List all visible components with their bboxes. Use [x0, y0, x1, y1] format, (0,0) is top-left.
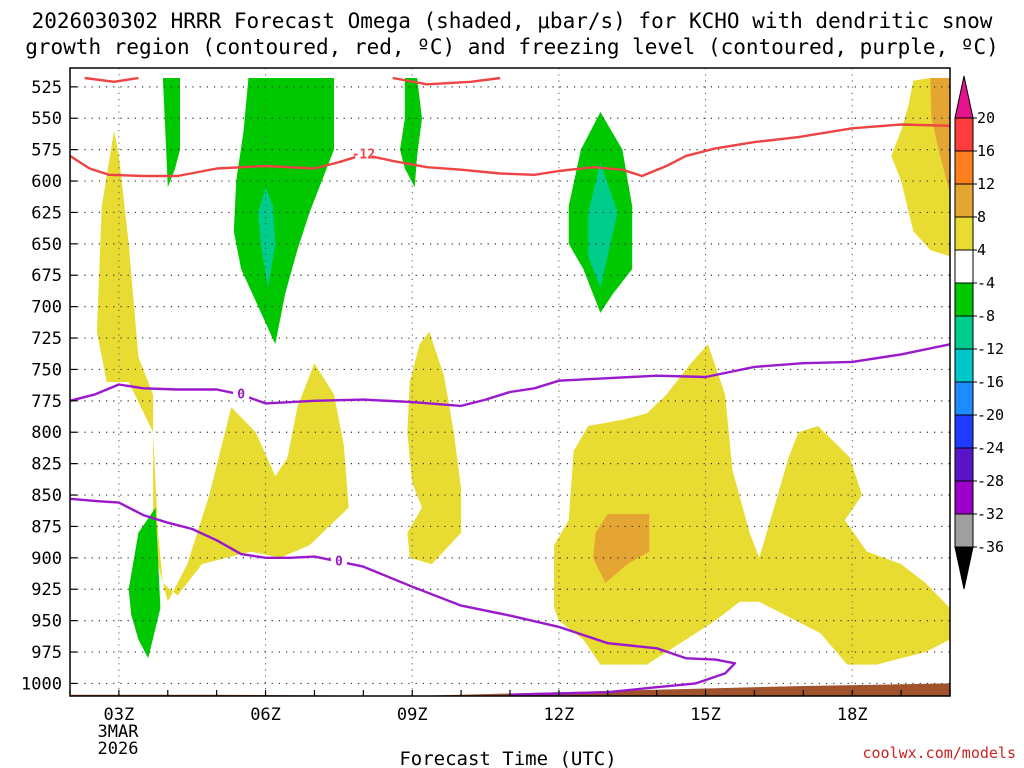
freezing-level-label-lower: 0	[335, 555, 343, 570]
y-tick-label: 700	[31, 298, 62, 318]
y-tick-label: 725	[31, 329, 62, 349]
colorbar-label: 12	[977, 175, 995, 193]
freezing-level-label-upper-bg	[233, 386, 250, 401]
omega-orange-topright	[930, 78, 950, 194]
colorbar-label: 8	[977, 208, 986, 226]
freezing-level-label-lower-bg	[330, 553, 347, 568]
x-axis-title: Forecast Time (UTC)	[399, 748, 616, 768]
colorbar-bin	[954, 282, 974, 317]
colorbar-bin	[954, 117, 974, 152]
date-label-day: 3MAR	[98, 722, 140, 742]
y-tick-label: 750	[31, 360, 62, 380]
y-tick-label: 875	[31, 517, 62, 537]
colorbar-bin	[954, 414, 974, 449]
colorbar-bin	[954, 381, 974, 416]
colorbar-label: -20	[977, 406, 1004, 424]
colorbar-label: 4	[977, 241, 986, 259]
omega-green-06z	[233, 78, 334, 345]
colorbar-label: -4	[977, 274, 995, 292]
colorbar-label: -36	[977, 538, 1004, 556]
credit-text: coolwx.com/models	[862, 744, 1016, 762]
y-tick-label: 950	[31, 612, 62, 632]
y-tick-label: 975	[31, 643, 62, 663]
x-tick-label: 03Z	[104, 705, 135, 725]
colorbar-bin	[954, 315, 974, 350]
dgz-contour-red-1	[84, 76, 139, 84]
y-tick-label: 800	[31, 423, 62, 443]
freezing-level-label-upper: 0	[237, 388, 245, 403]
colorbar-bin	[954, 513, 974, 548]
x-tick-label: 12Z	[544, 705, 575, 725]
colorbar-label: -24	[977, 439, 1004, 457]
omega-yellow-09z	[407, 331, 462, 565]
colorbar: 20 16 12 8 4 -4 -8 -12 -16 -20 -24 -28 -32 -36	[954, 75, 1004, 590]
colorbar-label: -12	[977, 340, 1004, 358]
colorbar-over-triangle	[954, 75, 974, 119]
y-tick-label: 825	[31, 455, 62, 475]
x-tick-label: 18Z	[837, 705, 868, 725]
colorbar-label: -8	[977, 307, 995, 325]
omega-shading-layer	[96, 78, 950, 665]
omega-green-0330	[128, 507, 161, 659]
grid-layer	[70, 68, 950, 696]
dgz-contour-red-2	[392, 76, 501, 86]
x-tick-label: 09Z	[397, 705, 428, 725]
chart-title-line-1: 2026030302 HRRR Forecast Omega (shaded, …	[32, 9, 993, 33]
contour-layer: -12 0 0	[70, 76, 950, 696]
y-tick-label: 900	[31, 549, 62, 569]
x-axis: 03Z 06Z 09Z 12Z 15Z 18Z	[69, 690, 951, 725]
freezing-level-contour-1	[70, 497, 737, 696]
colorbar-label: 16	[977, 142, 995, 160]
y-tick-label: 550	[31, 109, 62, 129]
y-axis: 525 550 575 600 625 650 675 700 725 750 775 800 825 8…	[21, 78, 77, 694]
x-tick-label: 15Z	[690, 705, 721, 725]
colorbar-label: -28	[977, 472, 1004, 490]
omega-orange-patch	[593, 513, 650, 583]
y-tick-label: 525	[31, 78, 62, 98]
y-tick-label: 1000	[21, 674, 62, 694]
y-tick-label: 850	[31, 486, 62, 506]
y-tick-label: 625	[31, 203, 62, 223]
dgz-contour-label-bg	[355, 146, 372, 161]
chart-title-line-2: growth region (contoured, red, ºC) and f…	[25, 35, 999, 59]
omega-yellow-right	[554, 344, 950, 665]
y-tick-label: 675	[31, 266, 62, 286]
y-tick-label: 575	[31, 141, 62, 161]
y-tick-label: 650	[31, 235, 62, 255]
dgz-contour-red-0	[70, 123, 950, 178]
omega-teal-06z	[258, 187, 276, 288]
colorbar-bin	[954, 150, 974, 185]
colorbar-bin	[954, 447, 974, 482]
colorbar-bin	[954, 480, 974, 515]
colorbar-bin	[954, 348, 974, 383]
omega-teal-13z	[588, 162, 618, 288]
omega-green-04z	[162, 78, 180, 188]
colorbar-bin	[954, 249, 974, 284]
colorbar-label: 20	[977, 109, 995, 127]
ground-terrain	[70, 683, 950, 696]
freezing-level-contour-0	[70, 343, 950, 408]
colorbar-label: -32	[977, 505, 1004, 523]
y-tick-label: 775	[31, 392, 62, 412]
colorbar-bin	[954, 183, 974, 218]
colorbar-bin	[954, 216, 974, 251]
ground-layer	[70, 683, 950, 696]
omega-yellow-left	[96, 130, 349, 602]
date-label-year: 2026	[98, 739, 139, 759]
omega-green-09z	[400, 78, 422, 188]
x-tick-label: 06Z	[250, 705, 281, 725]
colorbar-label: -16	[977, 373, 1004, 391]
y-tick-label: 600	[31, 172, 62, 192]
y-tick-label: 925	[31, 580, 62, 600]
colorbar-under-triangle	[954, 546, 974, 590]
dgz-contour-label: -12	[352, 148, 375, 163]
